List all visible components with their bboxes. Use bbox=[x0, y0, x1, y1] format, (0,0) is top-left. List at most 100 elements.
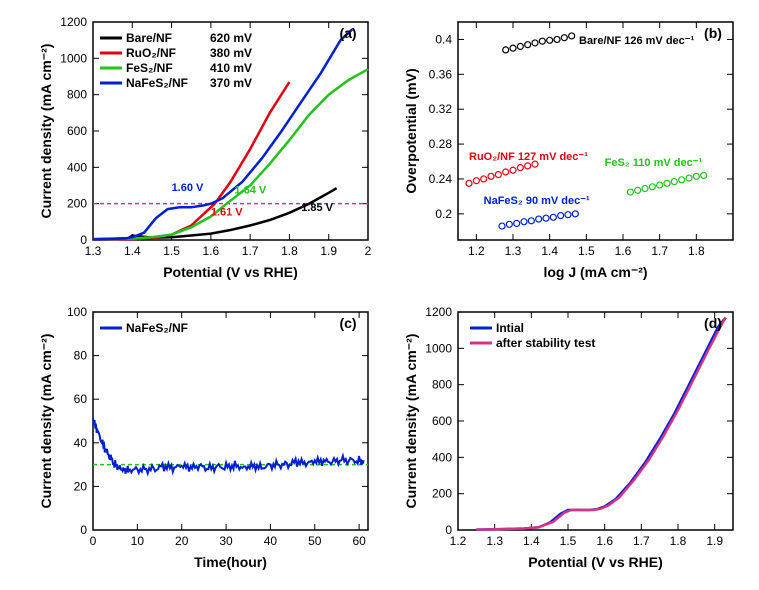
svg-text:1.2: 1.2 bbox=[468, 244, 485, 258]
data-point bbox=[554, 36, 560, 42]
data-point bbox=[657, 182, 663, 188]
data-point bbox=[503, 47, 509, 53]
data-point bbox=[495, 172, 501, 178]
svg-text:0: 0 bbox=[80, 233, 87, 247]
panel-tag: (b) bbox=[704, 25, 722, 41]
annotation: Bare/NF 126 mV dec⁻¹ bbox=[579, 35, 695, 47]
svg-text:1.4: 1.4 bbox=[124, 244, 141, 258]
svg-text:0.2: 0.2 bbox=[435, 207, 452, 221]
x-axis-label: Potential (V vs RHE) bbox=[528, 554, 663, 570]
svg-text:0.4: 0.4 bbox=[435, 32, 452, 46]
svg-text:800: 800 bbox=[67, 88, 87, 102]
annotation: 1.85 V bbox=[301, 202, 333, 214]
legend-label: NaFeS₂/NF bbox=[126, 321, 188, 335]
svg-text:1.8: 1.8 bbox=[670, 534, 687, 548]
y-axis-label: Overpotential (mV) bbox=[403, 68, 419, 193]
data-point bbox=[514, 220, 520, 226]
legend-value: 370 mV bbox=[210, 76, 252, 90]
data-point bbox=[536, 216, 542, 222]
legend-label: NaFeS₂/NF bbox=[126, 76, 188, 90]
svg-text:400: 400 bbox=[67, 160, 87, 174]
svg-text:1.5: 1.5 bbox=[560, 534, 577, 548]
data-point bbox=[503, 169, 509, 175]
data-point bbox=[547, 37, 553, 43]
data-point bbox=[510, 45, 516, 51]
data-point bbox=[627, 189, 633, 195]
panel-a: 1.31.41.51.61.71.81.92020040060080010001… bbox=[35, 10, 380, 285]
panel-b: 1.21.31.41.51.61.71.80.20.240.280.320.36… bbox=[400, 10, 745, 285]
svg-text:20: 20 bbox=[175, 534, 189, 548]
annotation: 1.64 V bbox=[234, 185, 266, 197]
y-axis-label: Current density (mA cm⁻²) bbox=[403, 334, 419, 509]
data-point bbox=[517, 165, 523, 171]
data-point bbox=[693, 173, 699, 179]
svg-text:1.3: 1.3 bbox=[486, 534, 503, 548]
data-point bbox=[558, 213, 564, 219]
svg-text:50: 50 bbox=[308, 534, 322, 548]
svg-text:0.28: 0.28 bbox=[429, 137, 453, 151]
data-point bbox=[473, 178, 479, 184]
data-point bbox=[521, 219, 527, 225]
y-axis-label: Current density (mA cm⁻²) bbox=[38, 44, 54, 219]
data-point bbox=[532, 40, 538, 46]
svg-text:1.8: 1.8 bbox=[281, 244, 298, 258]
svg-text:1.5: 1.5 bbox=[578, 244, 595, 258]
svg-text:1.7: 1.7 bbox=[242, 244, 259, 258]
annotation: 1.60 V bbox=[172, 182, 204, 194]
svg-text:0: 0 bbox=[90, 534, 97, 548]
svg-text:40: 40 bbox=[74, 436, 88, 450]
legend-value: 410 mV bbox=[210, 61, 252, 75]
plot-area bbox=[93, 312, 368, 530]
panel-tag: (c) bbox=[339, 315, 356, 331]
svg-text:1.7: 1.7 bbox=[651, 244, 668, 258]
data-point bbox=[466, 180, 472, 186]
series-line bbox=[93, 419, 364, 474]
legend-label: RuO₂/NF bbox=[126, 46, 176, 60]
data-point bbox=[525, 42, 531, 48]
x-axis-label: Potential (V vs RHE) bbox=[163, 264, 298, 280]
svg-text:0: 0 bbox=[80, 523, 87, 537]
svg-text:60: 60 bbox=[352, 534, 366, 548]
data-point bbox=[488, 173, 494, 179]
svg-text:0: 0 bbox=[445, 523, 452, 537]
legend-label: Bare/NF bbox=[126, 31, 172, 45]
plot-area bbox=[458, 22, 733, 240]
svg-text:200: 200 bbox=[67, 197, 87, 211]
data-point bbox=[565, 212, 571, 218]
svg-text:1.6: 1.6 bbox=[203, 244, 220, 258]
svg-text:1.3: 1.3 bbox=[85, 244, 102, 258]
x-axis-label: log J (mA cm⁻²) bbox=[543, 264, 647, 280]
data-point bbox=[701, 172, 707, 178]
svg-text:1.6: 1.6 bbox=[596, 534, 613, 548]
svg-text:100: 100 bbox=[67, 305, 87, 319]
data-point bbox=[539, 38, 545, 44]
svg-text:1.4: 1.4 bbox=[523, 534, 540, 548]
svg-text:2: 2 bbox=[365, 244, 372, 258]
svg-text:30: 30 bbox=[219, 534, 233, 548]
data-point bbox=[510, 167, 516, 173]
data-point bbox=[528, 218, 534, 224]
annotation: 1.61 V bbox=[211, 206, 243, 218]
svg-text:0.32: 0.32 bbox=[429, 102, 453, 116]
data-point bbox=[572, 211, 578, 217]
panel-d: 1.21.31.41.51.61.71.81.90200400600800100… bbox=[400, 300, 745, 575]
data-point bbox=[649, 184, 655, 190]
data-point bbox=[481, 176, 487, 182]
panel-c: 0102030405060020406080100Time(hour)Curre… bbox=[35, 300, 380, 575]
svg-text:1200: 1200 bbox=[60, 15, 87, 29]
legend-label: FeS₂/NF bbox=[126, 61, 173, 75]
data-point bbox=[569, 33, 575, 39]
svg-text:1200: 1200 bbox=[425, 305, 452, 319]
legend-label: Intial bbox=[496, 321, 524, 335]
svg-text:1.5: 1.5 bbox=[163, 244, 180, 258]
svg-text:1.3: 1.3 bbox=[505, 244, 522, 258]
data-point bbox=[664, 180, 670, 186]
svg-text:1000: 1000 bbox=[425, 341, 452, 355]
data-point bbox=[525, 163, 531, 169]
annotation: FeS₂ 110 mV dec⁻¹ bbox=[605, 157, 703, 169]
svg-text:1.6: 1.6 bbox=[615, 244, 632, 258]
annotation: RuO₂/NF 127 mV dec⁻¹ bbox=[469, 151, 588, 163]
svg-text:1.7: 1.7 bbox=[633, 534, 650, 548]
x-axis-label: Time(hour) bbox=[194, 554, 267, 570]
legend-label: after stability test bbox=[496, 336, 595, 350]
